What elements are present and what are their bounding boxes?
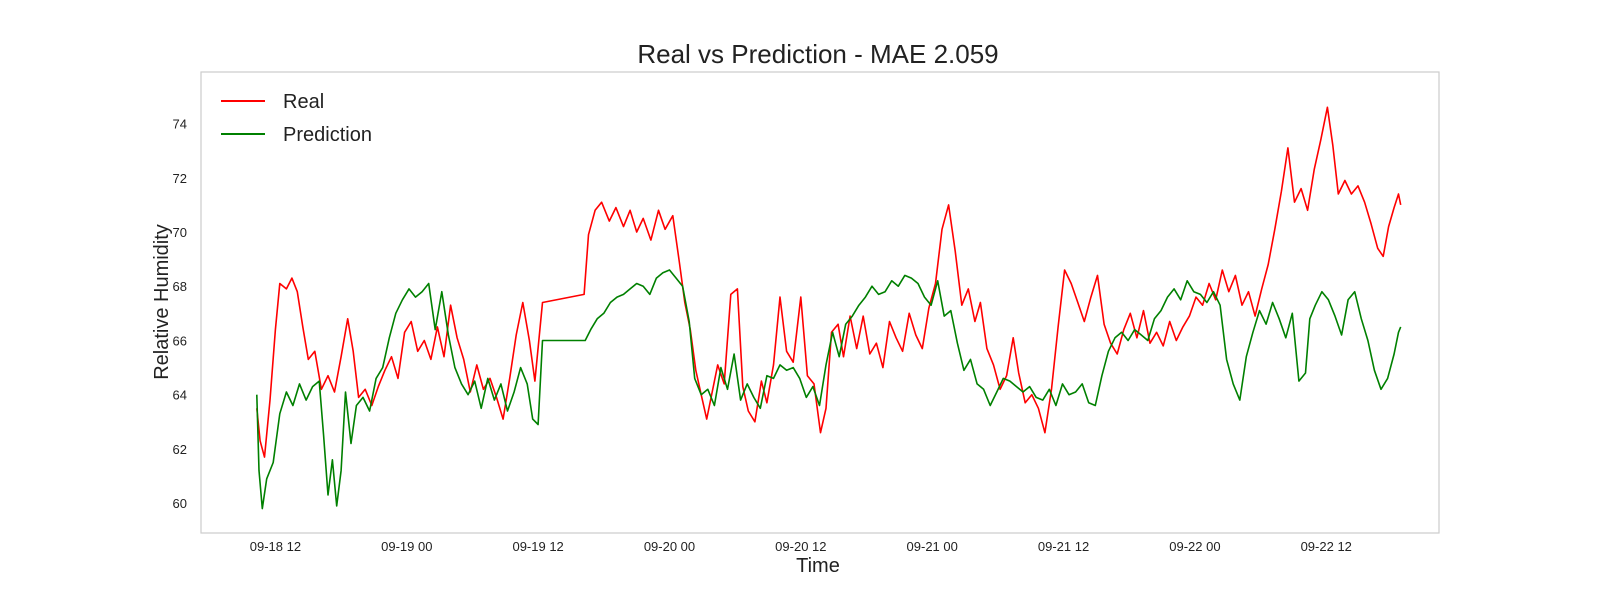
y-tick-label: 68 [173,279,187,294]
x-tick-label: 09-22 12 [1301,539,1352,554]
plot-area [200,71,1440,534]
y-tick-label: 70 [173,225,187,240]
x-tick-label: 09-18 12 [250,539,301,554]
legend-label-prediction: Prediction [283,124,372,146]
series-line-prediction [256,269,1402,510]
x-tick-label: 09-22 00 [1169,539,1220,554]
x-tick-label: 09-21 00 [907,539,958,554]
chart-title: Real vs Prediction - MAE 2.059 [637,39,998,69]
legend-label-real: Real [283,91,324,113]
x-tick-label: 09-20 12 [775,539,826,554]
y-axis-label: Relative Humidity [151,224,173,380]
series-line-real [256,106,1402,458]
y-tick-label: 72 [173,171,187,186]
y-axis-ticks: 60 62 64 66 68 70 72 74 [173,117,187,512]
y-tick-label: 64 [173,388,187,403]
x-tick-label: 09-20 00 [644,539,695,554]
y-tick-label: 74 [173,117,187,132]
x-tick-label: 09-19 00 [381,539,432,554]
y-tick-label: 60 [173,496,187,511]
x-axis-label: Time [796,555,840,577]
x-tick-label: 09-19 12 [512,539,563,554]
x-tick-label: 09-21 12 [1038,539,1089,554]
series-layer [256,106,1402,510]
x-axis-ticks: 09-18 12 09-19 00 09-19 12 09-20 00 09-20 12… [250,539,1352,554]
y-tick-label: 66 [173,333,187,348]
y-tick-label: 62 [173,442,187,457]
legend: Real Prediction [221,91,372,146]
